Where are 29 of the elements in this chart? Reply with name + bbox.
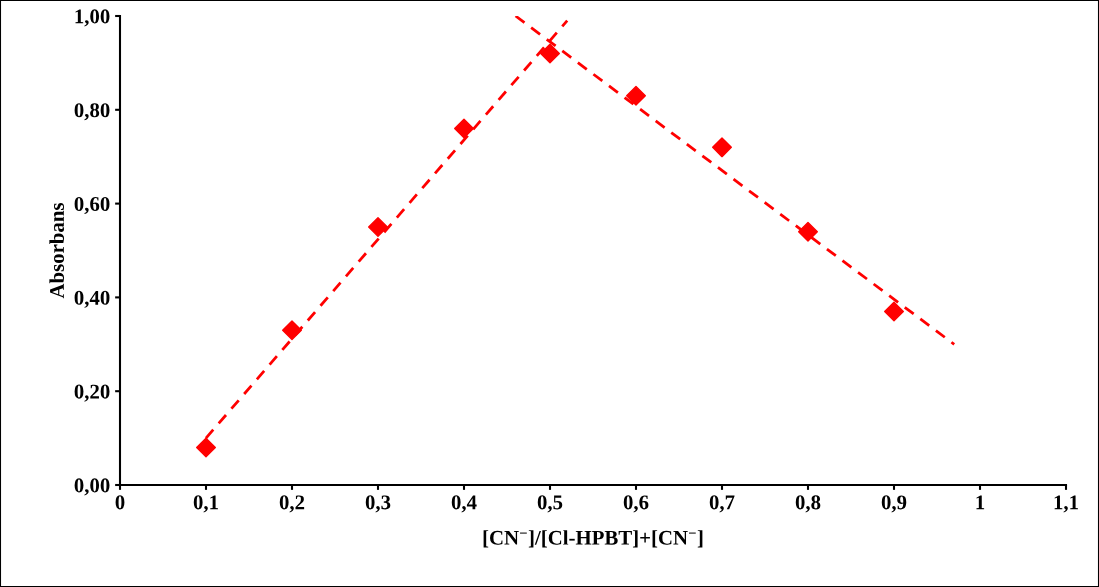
point — [883, 301, 905, 322]
x-tick-label: 0,4 — [451, 495, 477, 513]
x-tick-label: 1,1 — [1054, 495, 1078, 513]
x-tick-label: 0,9 — [881, 495, 907, 513]
y-axis-title: Absorbans — [49, 202, 65, 299]
x-tick-label: 0,1 — [193, 495, 218, 513]
y-tick-label: 0,60 — [74, 196, 110, 215]
x-tick-label: 0,7 — [709, 495, 735, 513]
point — [625, 85, 647, 106]
x-tick-label: 0 — [115, 495, 125, 510]
point — [281, 320, 303, 341]
y-tick-label: 0,20 — [74, 384, 110, 402]
y-tick-label: 1,00 — [75, 9, 110, 27]
point — [453, 118, 475, 139]
point — [797, 221, 819, 242]
x-tick-label: 0,2 — [279, 495, 305, 513]
point — [539, 43, 561, 64]
x-tick-label: 1 — [976, 495, 985, 510]
y-tick-label: 0,00 — [74, 478, 110, 496]
point — [367, 217, 389, 238]
x-tick-label: 0,8 — [795, 495, 821, 513]
point — [195, 437, 217, 458]
x-tick-label: 0,6 — [623, 495, 649, 513]
y-tick-label: 0,40 — [74, 290, 110, 308]
x-axis-title: [CN$^{−}$]/[Cl-HPBT]+[CN$^{−}$] — [483, 530, 703, 548]
point — [711, 137, 733, 158]
y-tick-label: 0,80 — [74, 103, 110, 121]
x-tick-label: 0,5 — [537, 495, 563, 513]
x-tick-label: 0,3 — [365, 495, 391, 513]
